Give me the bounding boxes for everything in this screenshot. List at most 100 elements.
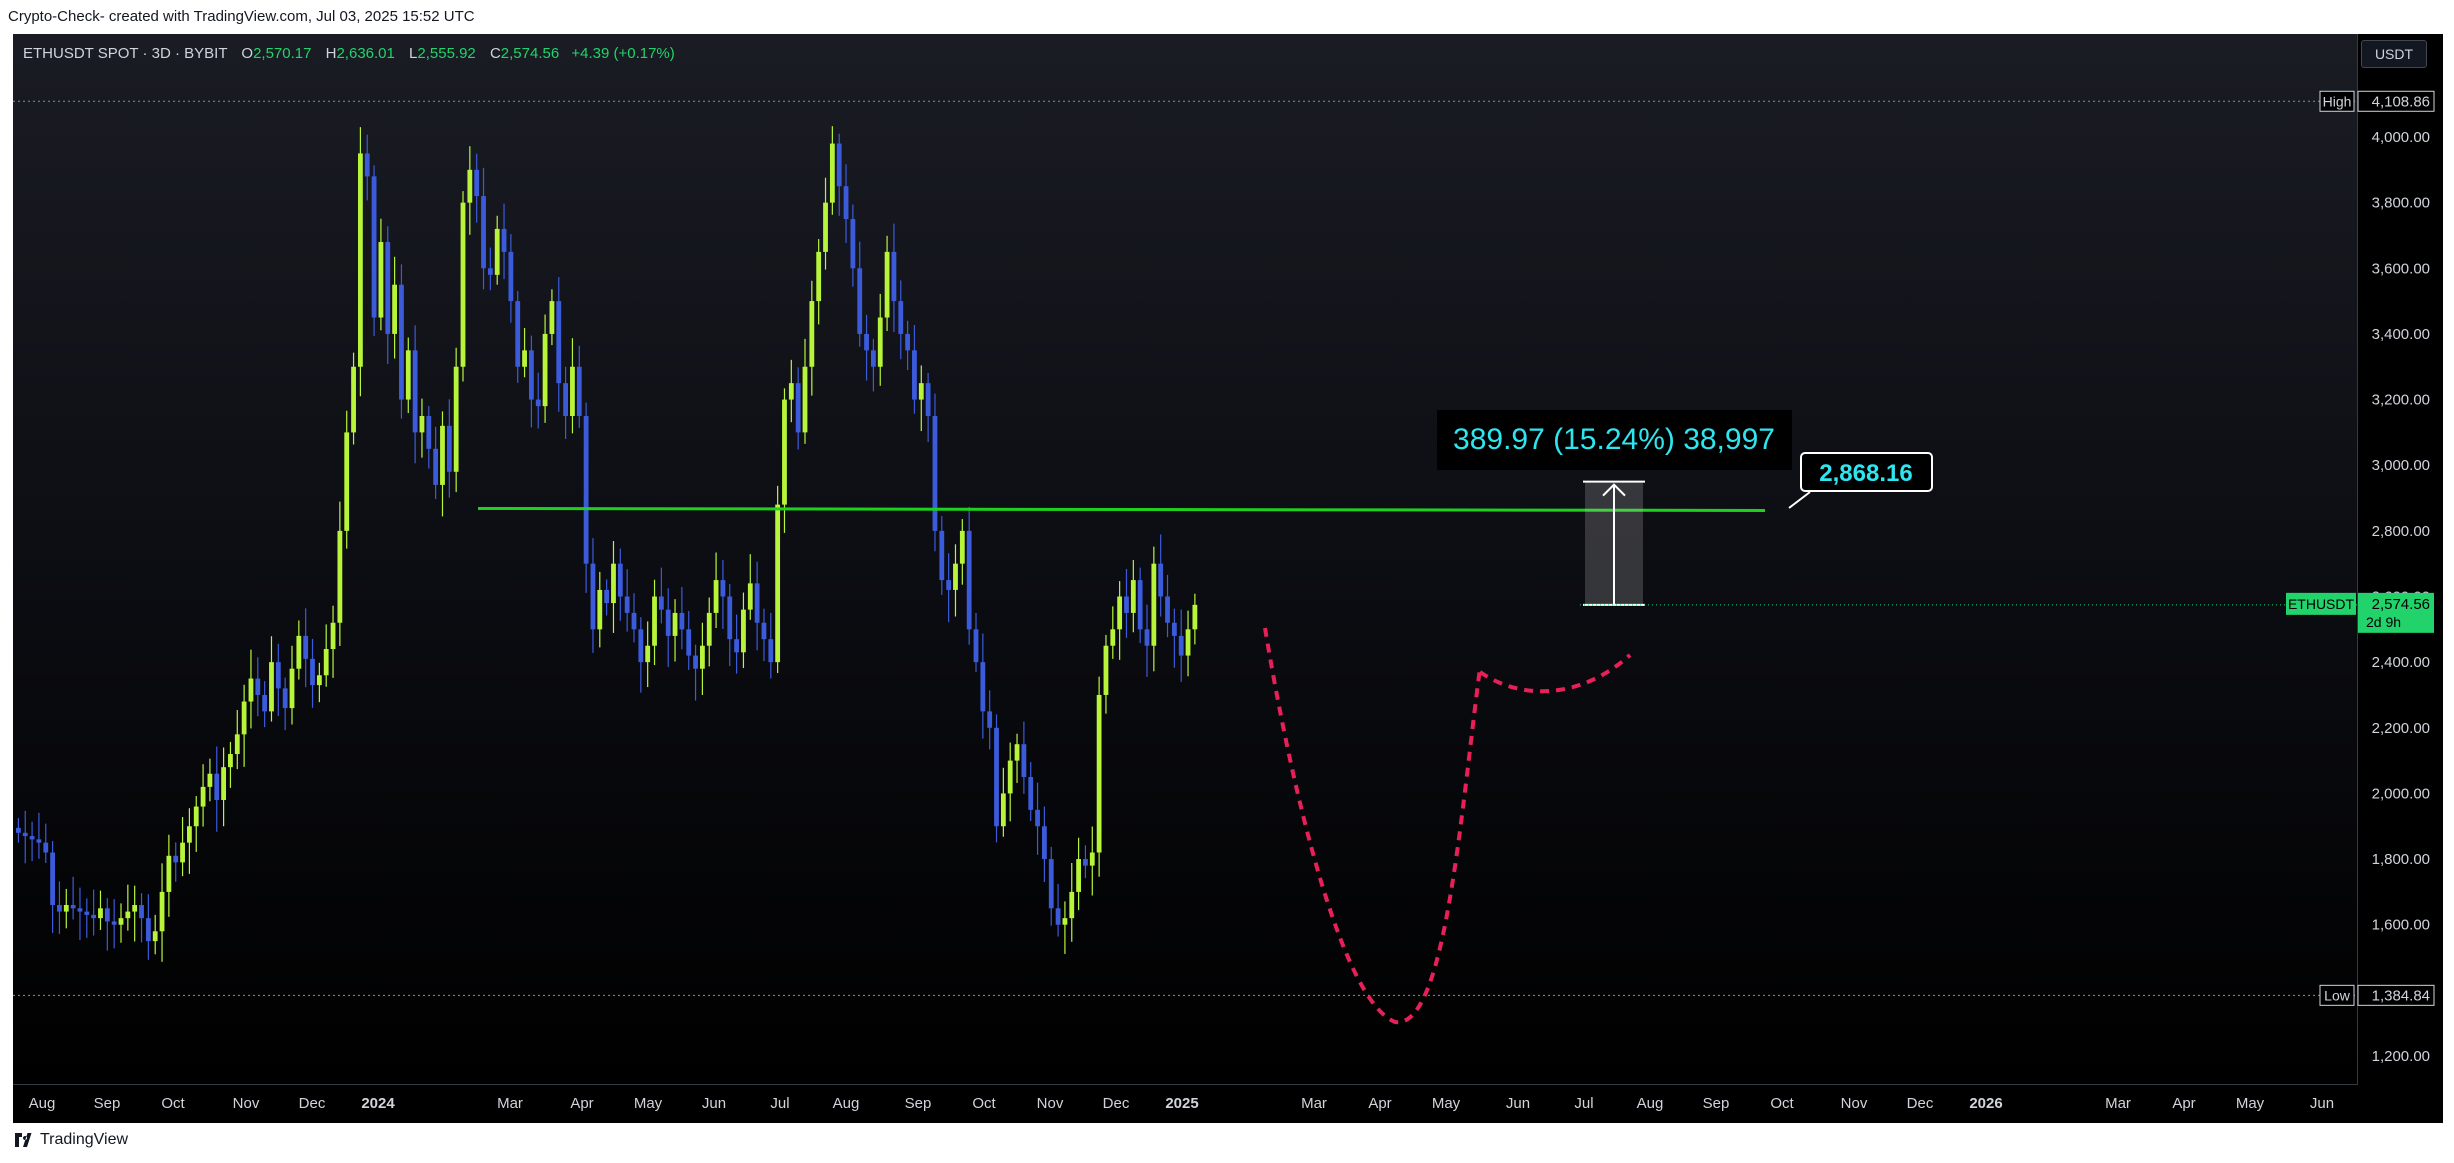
candle-body (864, 333, 869, 351)
candle-body (43, 842, 49, 853)
candle-body (973, 629, 979, 663)
candle-body (16, 827, 21, 833)
time-tick-label: Dec (299, 1095, 326, 1112)
time-tick-label: Dec (1907, 1095, 1934, 1112)
candle-body (782, 399, 787, 505)
candle-body (980, 662, 986, 712)
candle-body (1185, 629, 1191, 656)
candle-body (91, 914, 97, 919)
time-tick-label: Sep (905, 1095, 932, 1112)
time-tick-label: Oct (972, 1095, 996, 1112)
candle-body (152, 931, 158, 942)
resistance-callout-box (1800, 452, 1933, 492)
candle-body (925, 383, 931, 416)
candle-body (508, 251, 514, 302)
candle-body (392, 284, 397, 334)
candle-body (836, 143, 842, 187)
candle-body (679, 612, 685, 630)
candle-body (351, 366, 356, 433)
candle-body (823, 202, 828, 252)
candle-body (857, 268, 863, 334)
candle-body (50, 852, 55, 906)
candle-body (576, 366, 582, 416)
candle-body (1083, 859, 1088, 866)
candle-body (741, 609, 746, 653)
time-axis-divider (13, 1084, 2358, 1085)
candle-body (1178, 635, 1184, 656)
candle-body (747, 583, 753, 610)
candle-body (200, 786, 206, 807)
high-value: 2,636.01 (336, 45, 395, 62)
time-tick-label: May (2236, 1095, 2265, 1112)
candle-body (214, 773, 220, 800)
candle-body (529, 350, 534, 400)
candle-body (638, 629, 644, 663)
candle-body (686, 629, 692, 656)
candle-body (330, 622, 336, 650)
candle-body (1000, 793, 1006, 827)
candle-body (494, 228, 500, 275)
time-tick-label: May (1432, 1095, 1461, 1112)
extreme-value-box (2357, 90, 2435, 112)
candle-body (125, 911, 131, 919)
candle-body (1110, 629, 1116, 646)
candle-body (1151, 563, 1157, 646)
low-value: 2,555.92 (417, 45, 476, 62)
candle-body (946, 580, 952, 590)
resistance-callout-label: 2,868.16 (1819, 460, 1912, 487)
candle-body (412, 350, 418, 433)
current-price-tag (2358, 592, 2434, 633)
candle-body (583, 415, 589, 564)
candle-body (337, 530, 343, 623)
candle-body (77, 908, 83, 912)
candle-body (433, 448, 439, 485)
candle-body (1021, 744, 1027, 778)
candle-body (440, 425, 445, 485)
candle-body (487, 268, 493, 275)
candle-body (645, 645, 651, 663)
candle-body (29, 836, 35, 840)
candle-body (98, 908, 103, 919)
candle-body (84, 911, 90, 915)
candle-body (768, 639, 774, 663)
plot-area[interactable] (13, 34, 2358, 1084)
price-tick-label: 1,600.00 (2372, 917, 2430, 934)
candle-body (809, 301, 815, 367)
candle-body (1165, 596, 1170, 623)
candle-body (700, 645, 705, 669)
current-symbol-label: ETHUSDT (2288, 596, 2355, 612)
candle-body (180, 842, 185, 863)
candle-body (132, 905, 138, 912)
extreme-label: Low (2324, 987, 2351, 1003)
candle-body (829, 143, 835, 203)
candle-body (1144, 629, 1150, 646)
extreme-value: 1,384.84 (2372, 987, 2430, 1004)
candle-body (296, 635, 302, 669)
time-tick-label: Aug (833, 1095, 860, 1112)
price-tick-label: 4,000.00 (2372, 129, 2430, 146)
currency-button[interactable]: USDT (2361, 40, 2427, 68)
candle-body (795, 383, 801, 433)
candle-body (316, 675, 322, 686)
candle-body (481, 196, 486, 269)
candle-body (631, 612, 637, 630)
candle-body (850, 219, 856, 269)
candle-body (207, 773, 213, 787)
time-tick-label: Nov (1037, 1095, 1064, 1112)
candle-body (761, 622, 767, 640)
candle-body (884, 251, 890, 318)
candle-body (871, 350, 876, 367)
candle-body (652, 596, 657, 646)
candle-body (323, 649, 329, 676)
resistance-line (477, 506, 1766, 512)
candle-body (446, 425, 452, 472)
candle-body (385, 242, 391, 334)
candle-body (255, 678, 261, 695)
candle-body (139, 905, 144, 919)
candle-body (1062, 918, 1068, 925)
price-tick-label: 3,400.00 (2372, 326, 2430, 343)
time-tick-label: Jun (1506, 1095, 1530, 1112)
time-tick-label: Jun (2310, 1095, 2334, 1112)
close-label: C (489, 45, 501, 62)
